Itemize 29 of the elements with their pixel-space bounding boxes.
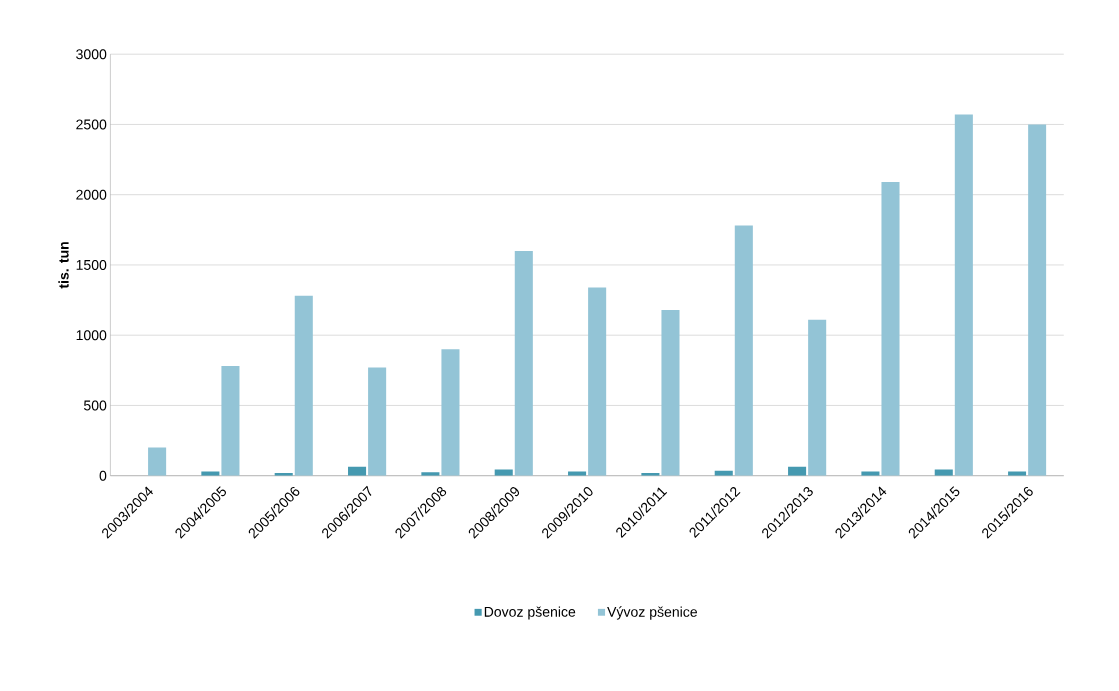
bar <box>368 367 387 476</box>
y-axis-title: tis. tun <box>58 241 69 289</box>
bar <box>221 365 240 476</box>
bar <box>1028 124 1047 476</box>
y-tick-label: 3000 <box>76 48 107 59</box>
bar <box>294 295 313 476</box>
bar <box>514 250 533 476</box>
bar <box>441 349 460 476</box>
bar <box>148 447 167 476</box>
y-tick-label: 1000 <box>76 329 107 340</box>
bar <box>881 181 900 476</box>
bar <box>661 309 680 476</box>
y-tick-label: 2500 <box>76 119 107 130</box>
bar <box>934 469 953 476</box>
legend-label: Dovoz pšenice <box>484 606 576 620</box>
bar <box>861 471 880 476</box>
bar <box>588 287 607 476</box>
y-tick-label: 2000 <box>76 189 107 200</box>
y-tick-label: 0 <box>99 470 107 481</box>
y-tick-label: 1500 <box>76 259 107 270</box>
bar <box>808 319 827 476</box>
bar <box>568 471 587 476</box>
bar <box>954 114 973 476</box>
bar <box>734 225 753 476</box>
bar <box>494 469 513 476</box>
y-tick-label: 500 <box>83 400 107 411</box>
bar <box>201 471 220 476</box>
legend-label: Vývoz pšenice <box>607 606 698 620</box>
bar <box>1008 471 1027 476</box>
